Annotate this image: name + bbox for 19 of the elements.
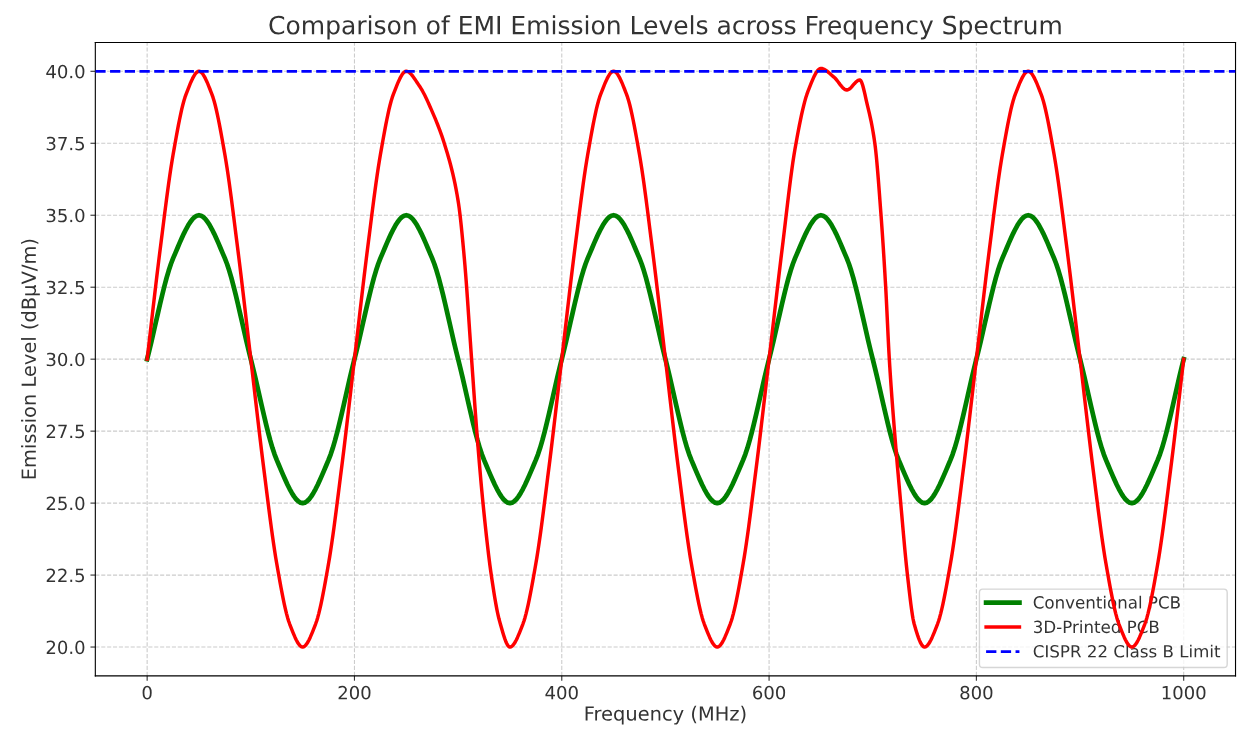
y-tick-label: 37.5 <box>46 136 85 151</box>
x-tick-label: 1000 <box>1162 685 1206 700</box>
y-tick-label: 27.5 <box>46 424 85 439</box>
y-tick-label: 20.0 <box>46 640 85 655</box>
x-tick-label: 600 <box>753 685 786 700</box>
chart-title: Comparison of EMI Emission Levels across Frequency Spectrum <box>269 15 1061 40</box>
y-tick-label: 22.5 <box>46 568 85 583</box>
y-tick-label: 35.0 <box>46 208 85 223</box>
y-tick-label: 30.0 <box>46 352 85 367</box>
y-tick-label: 32.5 <box>46 280 85 295</box>
x-tick-label: 200 <box>338 685 371 700</box>
x-tick-label: 800 <box>960 685 993 700</box>
y-tick-label: 40.0 <box>46 64 85 79</box>
y-tick-label: 25.0 <box>46 496 85 511</box>
x-axis-title: Frequency (MHz) <box>585 705 746 725</box>
x-tick-label: 400 <box>545 685 578 700</box>
legend-label: CISPR 22 Class B Limit <box>1033 644 1221 658</box>
x-tick-label: 0 <box>142 685 152 700</box>
y-axis-title: Emission Level (dBµV/m) <box>21 239 40 479</box>
